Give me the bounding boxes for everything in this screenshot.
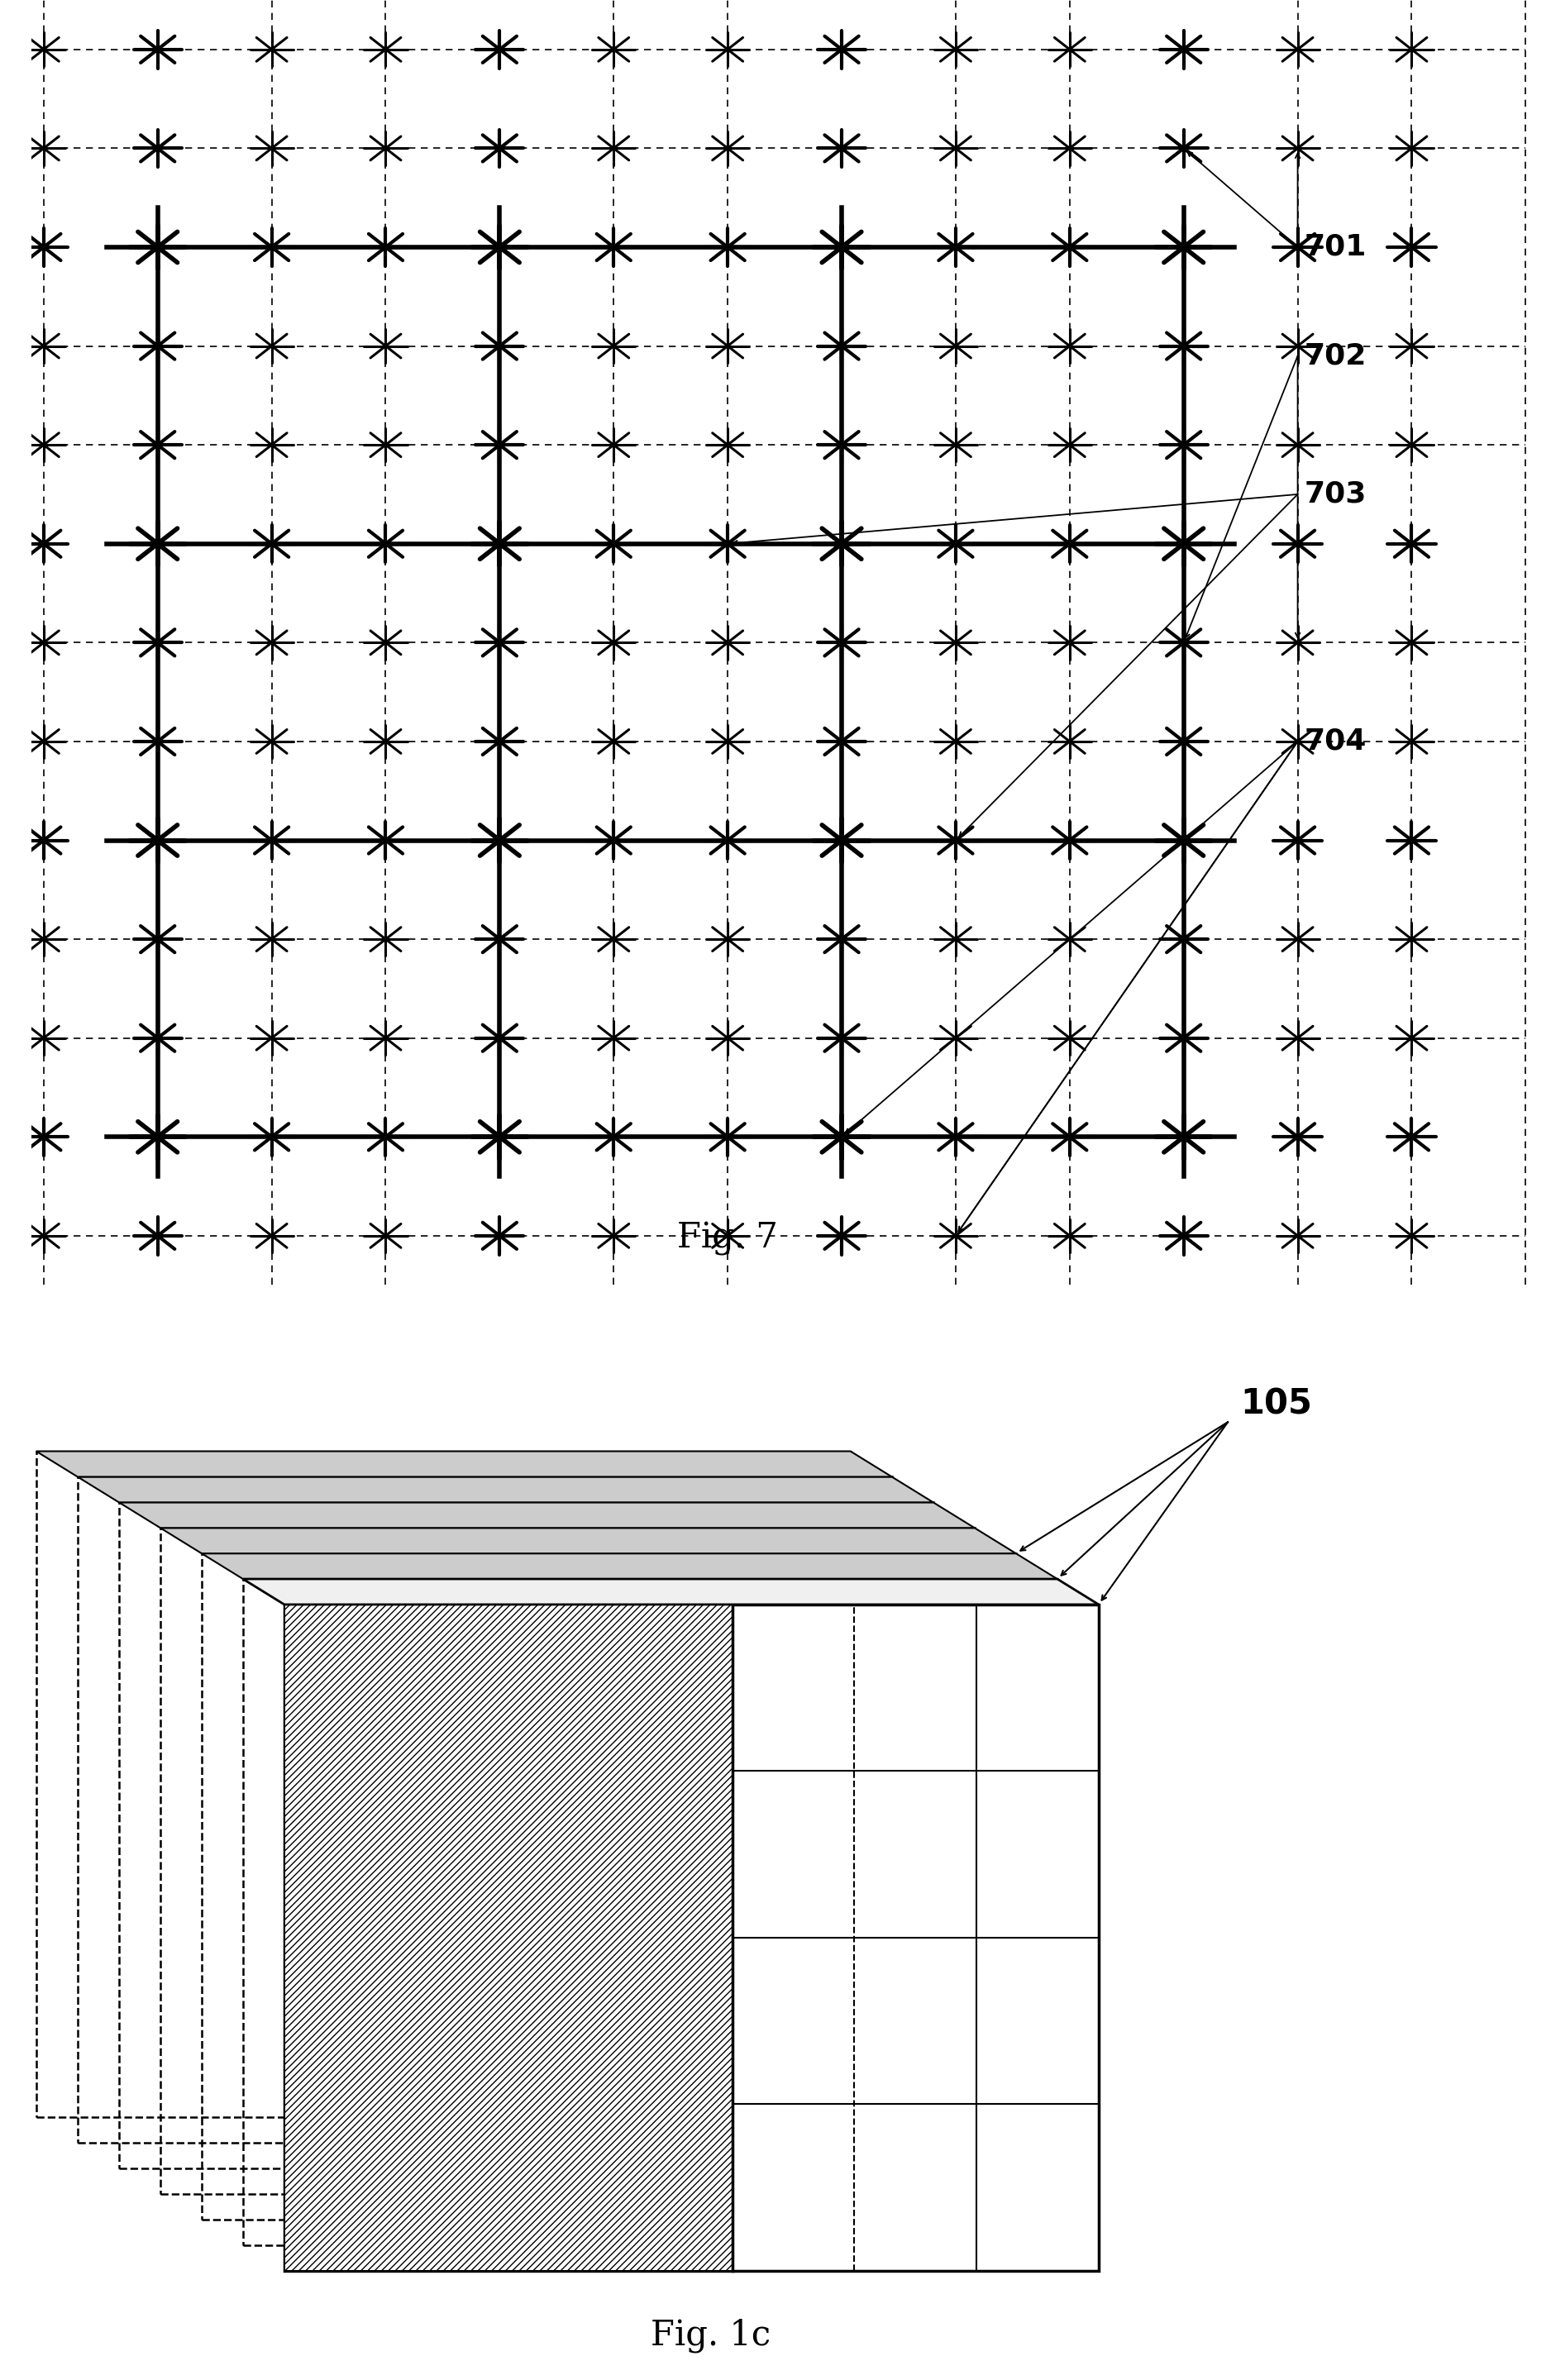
Text: 105: 105	[1241, 1388, 1312, 1421]
Text: 702: 702	[1304, 343, 1366, 369]
Polygon shape	[244, 1578, 1098, 1604]
Polygon shape	[284, 1604, 732, 2271]
Polygon shape	[244, 1578, 1098, 1604]
Text: 704: 704	[1304, 728, 1366, 754]
Text: 703: 703	[1304, 481, 1366, 509]
Polygon shape	[78, 1476, 934, 1502]
Polygon shape	[36, 1452, 892, 1476]
Polygon shape	[202, 1554, 1058, 1578]
Text: Fig. 7: Fig. 7	[678, 1221, 779, 1257]
Polygon shape	[119, 1502, 974, 1528]
Polygon shape	[160, 1528, 1016, 1554]
Text: Fig. 1c: Fig. 1c	[651, 2318, 771, 2351]
Polygon shape	[284, 1604, 1098, 2271]
Text: 701: 701	[1304, 233, 1366, 262]
